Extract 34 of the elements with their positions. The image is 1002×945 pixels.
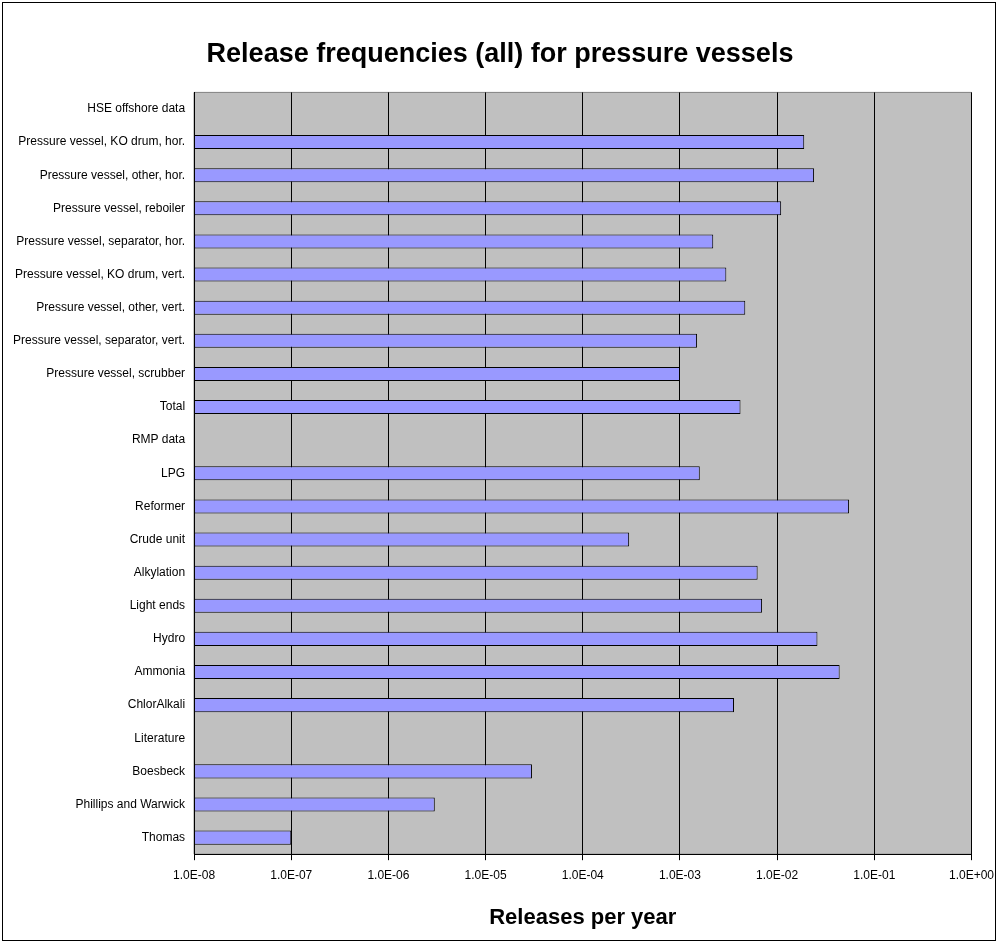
y-tick-label: Boesbeck <box>132 763 187 778</box>
y-tick-label: Pressure vessel, KO drum, hor. <box>18 134 186 149</box>
x-tick-label: 1.0E-03 <box>658 867 702 882</box>
chart-title: Release frequencies (all) for pressure vessels <box>206 37 794 68</box>
y-tick-label: RMP data <box>131 432 186 447</box>
y-tick-label: ChlorAlkali <box>127 697 186 712</box>
y-tick-label: Hydro <box>153 631 186 646</box>
y-tick-label: Pressure vessel, separator, vert. <box>12 333 186 348</box>
y-tick-label: Pressure vessel, separator, hor. <box>16 233 186 248</box>
x-tick-label: 1.0E-08 <box>173 867 216 882</box>
x-tick-label: 1.0E-01 <box>853 867 896 882</box>
y-tick-label: Crude unit <box>129 531 186 546</box>
x-tick-label: 1.0E-05 <box>464 867 507 882</box>
y-tick-label: Alkylation <box>133 564 186 579</box>
y-tick-label: Literature <box>134 730 186 745</box>
y-tick-label: Pressure vessel, KO drum, vert. <box>15 266 186 281</box>
x-tick-label: 1.0E-02 <box>756 867 799 882</box>
x-axis-title: Releases per year <box>489 903 677 929</box>
x-tick-label: 1.0E+00 <box>948 867 995 882</box>
y-tick-label: Total <box>159 399 186 414</box>
y-tick-label: LPG <box>161 465 186 480</box>
y-tick-label: Reformer <box>135 498 186 513</box>
x-tick-label: 1.0E-07 <box>270 867 313 882</box>
y-tick-label: Pressure vessel, other, hor. <box>39 167 186 182</box>
y-tick-label: Pressure vessel, scrubber <box>46 366 186 381</box>
y-tick-label: Pressure vessel, other, vert. <box>36 300 186 314</box>
y-tick-label: Ammonia <box>134 664 186 679</box>
y-tick-label: Pressure vessel, reboiler <box>53 200 186 215</box>
x-tick-label: 1.0E-06 <box>367 867 410 882</box>
x-tick-label: 1.0E-04 <box>561 867 605 882</box>
y-tick-label: Light ends <box>129 598 186 613</box>
y-tick-label: Phillips and Warwick <box>75 796 187 811</box>
y-tick-label: HSE offshore data <box>87 101 186 116</box>
y-tick-label: Thomas <box>141 829 186 844</box>
